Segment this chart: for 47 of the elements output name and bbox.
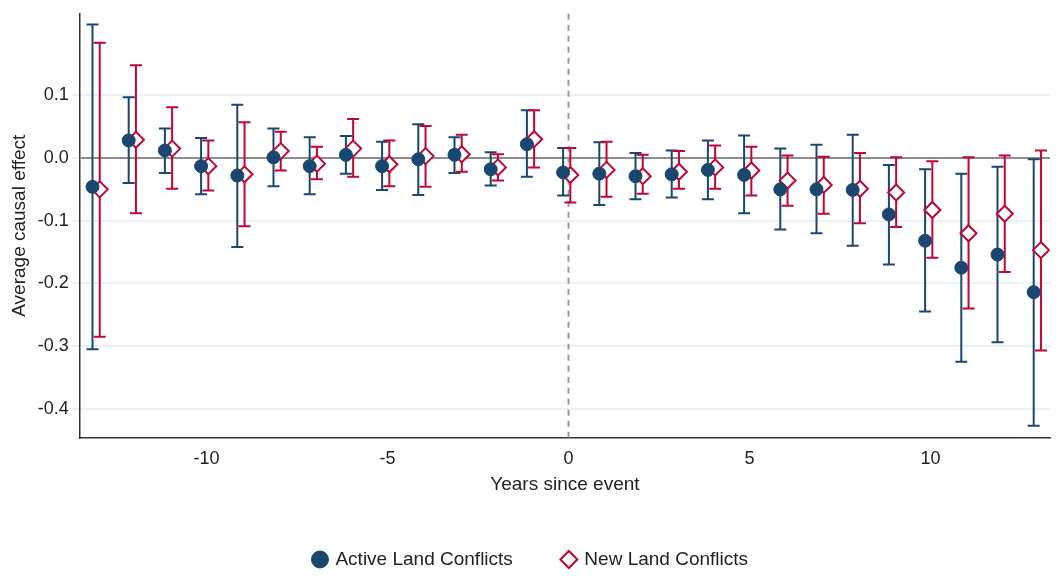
x-tick-label: -10: [193, 448, 220, 469]
point: [995, 204, 1014, 223]
x-axis-title: Years since event: [490, 472, 641, 494]
x-tick-label: -5: [379, 448, 396, 469]
point: [809, 182, 824, 197]
y-tick-label: -0.4: [37, 397, 69, 418]
point: [959, 224, 978, 243]
point: [881, 207, 896, 222]
point: [737, 167, 752, 182]
point: [990, 247, 1005, 262]
y-tick-label: -0.3: [37, 335, 69, 356]
y-axis-title: Average causal effect: [7, 133, 29, 317]
point: [954, 260, 969, 275]
point: [923, 201, 942, 220]
x-tick-label: 5: [744, 448, 755, 469]
y-tick-label: -0.1: [37, 209, 69, 230]
point: [519, 137, 534, 152]
y-tick-label: 0.0: [43, 146, 69, 167]
point: [266, 150, 281, 165]
point: [411, 152, 426, 167]
point: [194, 159, 209, 174]
point: [85, 179, 100, 194]
point: [121, 133, 136, 148]
point: [230, 168, 245, 183]
point: [483, 162, 498, 177]
legend-label: New Land Conflicts: [584, 547, 749, 569]
x-tick-label: 0: [563, 448, 574, 469]
legend-label: Active Land Conflicts: [335, 547, 513, 569]
point: [1026, 285, 1041, 300]
point: [628, 169, 643, 184]
point: [773, 182, 788, 197]
point: [918, 233, 933, 248]
x-tick-label: 10: [920, 448, 941, 469]
point: [592, 166, 607, 181]
point: [845, 182, 860, 197]
point: [302, 159, 317, 174]
point: [700, 162, 715, 177]
point: [664, 167, 679, 182]
point: [1031, 241, 1050, 260]
point: [375, 159, 390, 174]
point: [778, 171, 797, 190]
point: [447, 147, 462, 162]
point: [157, 143, 172, 158]
point: [887, 183, 906, 202]
point: [556, 165, 571, 180]
y-tick-label: -0.2: [37, 272, 69, 293]
y-tick-label: 0.1: [43, 84, 69, 105]
